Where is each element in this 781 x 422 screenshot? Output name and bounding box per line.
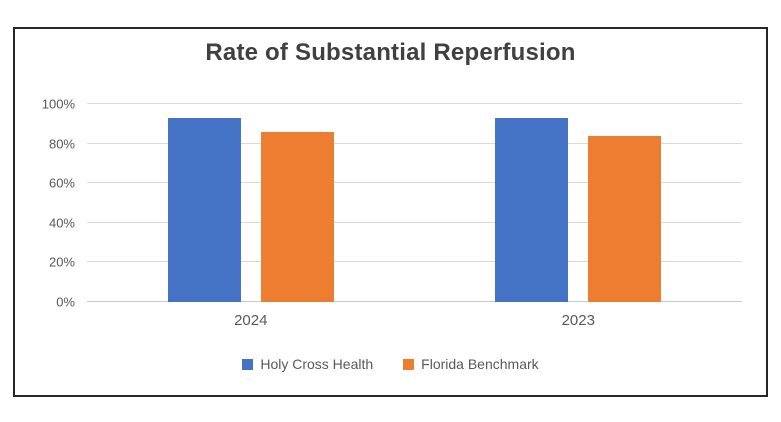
y-tick-label: 40% (48, 215, 75, 231)
y-tick-label: 0% (56, 294, 75, 310)
legend-item-florida-benchmark: Florida Benchmark (403, 356, 539, 372)
y-tick-label: 100% (41, 96, 75, 112)
y-tick-label: 80% (48, 136, 75, 152)
x-axis-label-2024: 2024 (234, 312, 268, 329)
gridline (87, 103, 742, 104)
chart-title: Rate of Substantial Reperfusion (205, 39, 576, 66)
legend: Holy Cross Health Florida Benchmark (15, 356, 766, 372)
bar-group-2023 (415, 104, 743, 302)
gridline (87, 182, 742, 184)
gridline (87, 261, 742, 263)
bar-florida-benchmark-2023 (588, 135, 662, 302)
y-tick-label: 60% (48, 175, 75, 191)
plot-area: 0% 20% 40% 60% 80% 100% (42, 98, 742, 309)
y-tick-label: 20% (48, 254, 75, 270)
x-axis-label-2023: 2023 (561, 312, 595, 329)
x-axis-labels: 2024 2023 (87, 312, 742, 329)
bar-groups (87, 104, 742, 302)
gridline (87, 301, 742, 302)
legend-item-holy-cross-health: Holy Cross Health (242, 356, 373, 372)
bar-holy-cross-health-2024 (167, 117, 241, 302)
chart-frame: Rate of Substantial Reperfusion 0% 20% 40%… (13, 27, 768, 397)
legend-label: Holy Cross Health (260, 356, 374, 372)
bar-florida-benchmark-2024 (260, 131, 334, 302)
gridline (87, 221, 742, 223)
gridline (87, 142, 742, 144)
legend-swatch-icon (242, 358, 254, 370)
legend-label: Florida Benchmark (421, 356, 539, 372)
bar-holy-cross-health-2023 (495, 117, 569, 302)
bar-group-2024 (87, 104, 415, 302)
legend-swatch-icon (403, 358, 415, 370)
